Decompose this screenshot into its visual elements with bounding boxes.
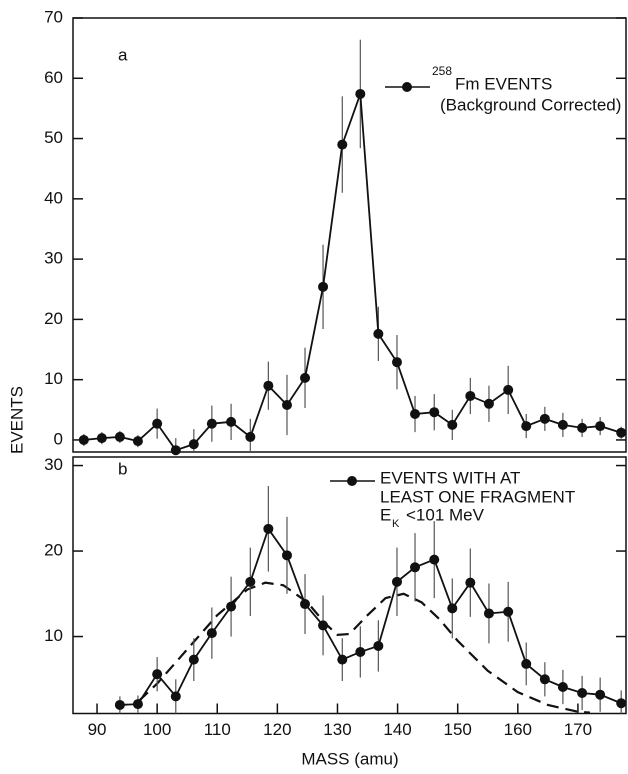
data-point [616,698,627,709]
x-tick-label: 100 [143,720,171,739]
y-tick-label: 30 [44,249,63,268]
data-point [96,433,107,444]
data-point [373,640,384,651]
data-point [539,674,550,685]
data-point [114,431,125,442]
data-point [281,550,292,561]
data-point [170,445,181,456]
data-point [483,398,494,409]
data-point [300,372,311,383]
panel-label: a [118,45,128,64]
data-line [83,93,622,452]
data-point [337,654,348,665]
x-tick-label: 150 [444,720,472,739]
data-point [263,380,274,391]
y-tick-label: 50 [44,128,63,147]
x-axis-label: MASS (amu) [301,749,398,768]
x-tick-label: 110 [204,720,231,739]
x-tick-label: 160 [504,720,532,739]
data-point [206,628,217,639]
data-point [188,654,199,665]
data-point [300,599,311,610]
legend-note: (Background Corrected) [440,95,621,114]
data-point [355,88,366,99]
plot-frame [72,17,627,453]
data-point [391,357,402,368]
legend-condition: E [380,505,391,524]
data-point [577,422,588,433]
data-point [152,418,163,429]
data-point [521,658,532,669]
y-tick-label: 60 [44,68,63,87]
data-point [447,603,458,614]
x-tick-label: 140 [383,720,411,739]
data-point [483,608,494,619]
data-point [132,436,143,447]
legend-label: Fm EVENTS [455,74,552,93]
data-point [557,681,568,692]
y-tick-label: 20 [44,541,63,560]
data-point [263,523,274,534]
data-point [318,281,329,292]
data-point [337,139,348,150]
legend-label: EVENTS WITH AT [380,468,520,487]
data-point [447,419,458,430]
y-tick-label: 20 [44,309,63,328]
data-point [429,554,440,565]
panel-label: b [118,459,127,478]
data-point [152,669,163,680]
plot-frame [72,456,627,715]
data-point [170,691,181,702]
data-point [465,390,476,401]
data-point [410,562,421,573]
data-point [132,699,143,710]
data-point [595,689,606,700]
data-point [391,576,402,587]
data-point [595,421,606,432]
y-tick-label: 30 [44,455,63,474]
legend-sup: 258 [432,64,452,78]
data-line [119,526,622,706]
data-point [503,606,514,617]
data-point [245,431,256,442]
data-point [521,421,532,432]
legend-marker [402,82,412,92]
legend-sub: K [392,518,400,530]
data-point [557,419,568,430]
data-point [410,409,421,420]
data-point [577,687,588,698]
y-tick-label: 0 [54,429,63,448]
data-point [539,413,550,424]
x-tick-label: 120 [263,720,291,739]
data-point [78,434,89,445]
data-point [616,427,627,438]
data-point [465,577,476,588]
y-axis-label: EVENTS [7,386,26,454]
data-point [114,699,125,710]
data-point [373,328,384,339]
data-point [226,601,237,612]
y-tick-label: 70 [44,7,63,26]
data-point [429,407,440,418]
legend-condition: <101 MeV [406,505,485,524]
x-tick-label: 90 [88,720,107,739]
x-tick-label: 130 [323,720,351,739]
fit-curve [138,581,591,714]
data-point [355,646,366,657]
x-tick-label: 170 [564,720,592,739]
y-tick-label: 10 [44,369,63,388]
legend-marker [347,476,357,486]
data-point [206,418,217,429]
data-point [281,399,292,410]
data-point [226,416,237,427]
data-point [318,620,329,631]
data-point [503,384,514,395]
y-tick-label: 40 [44,188,63,207]
data-point [245,576,256,587]
data-point [188,439,199,450]
y-tick-label: 10 [44,626,63,645]
legend-label: LEAST ONE FRAGMENT [380,487,575,506]
